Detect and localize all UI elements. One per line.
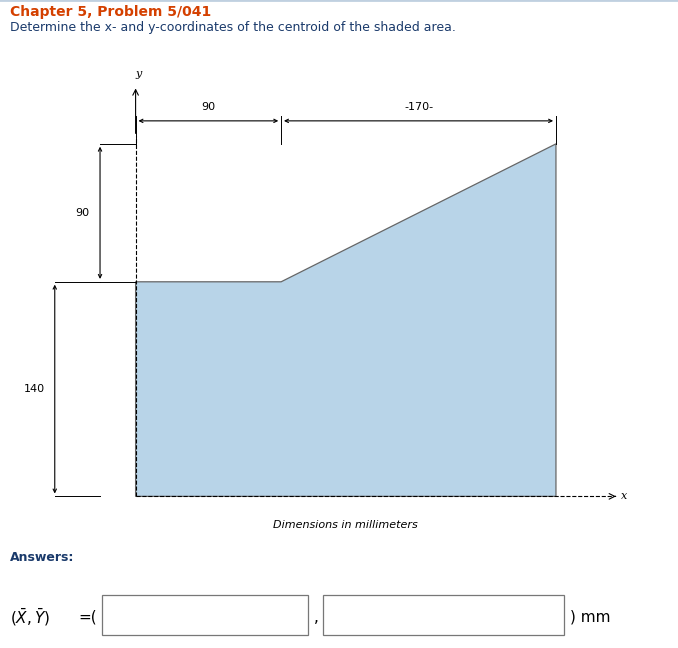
Text: -170-: -170- [404,102,433,111]
Polygon shape [136,144,556,496]
Text: Chapter 5, Problem 5/041: Chapter 5, Problem 5/041 [10,5,212,19]
Text: Dimensions in millimeters: Dimensions in millimeters [273,520,418,529]
Text: Determine the x- and y-coordinates of the centroid of the shaded area.: Determine the x- and y-coordinates of th… [10,21,456,34]
Text: ,: , [314,610,319,625]
Text: 90: 90 [76,208,90,218]
Text: 90: 90 [201,102,216,111]
Text: y: y [136,69,142,80]
Text: $(\bar{X},\bar{Y})$: $(\bar{X},\bar{Y})$ [10,607,50,628]
Text: Answers:: Answers: [10,551,75,564]
Text: =(: =( [78,610,96,625]
FancyBboxPatch shape [323,595,564,635]
Text: x: x [620,491,627,502]
Text: 140: 140 [24,384,45,394]
Text: ) mm: ) mm [570,610,610,625]
FancyBboxPatch shape [102,595,308,635]
